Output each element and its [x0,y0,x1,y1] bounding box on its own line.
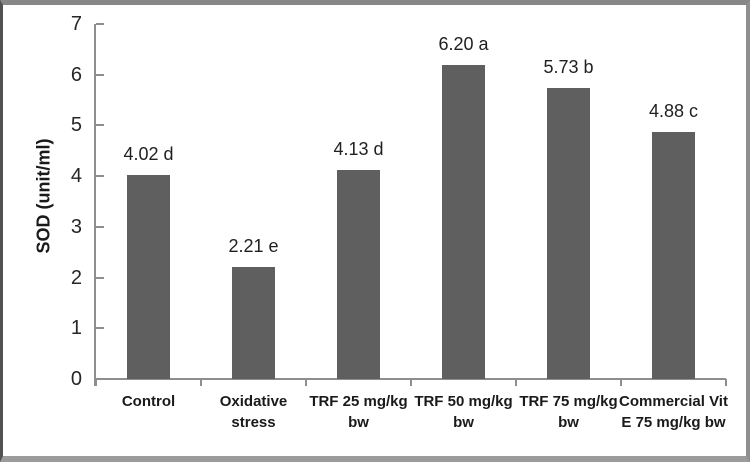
category-label-line: stress [231,414,276,431]
x-tick [410,379,412,386]
y-tick-label: 0 [70,368,82,390]
category-label: TRF 50 mg/kg bw [408,391,520,433]
bar [337,170,380,379]
bar-value-label: 6.20 a [438,34,489,54]
category-label-line: bw [453,414,474,431]
y-tick-label: 4 [70,165,82,188]
bar-value-label: 4.88 c [648,101,699,121]
category-label: Oxidative stress [198,391,310,433]
x-tick [95,379,97,386]
y-tick [96,327,104,330]
bar-value-label: 4.02 d [123,144,174,164]
y-tick-label: 1 [70,317,82,340]
category-label-line: Oxidative [219,393,288,410]
y-tick [96,276,104,279]
x-tick [305,379,307,386]
category-label-line: E 75 mg/kg bw [621,414,726,431]
x-tick [515,379,517,386]
y-tick-label: 3 [70,215,82,238]
y-tick [96,225,104,228]
category-label: TRF 75 mg/kg bw [513,391,625,433]
y-axis-line [94,24,96,386]
category-label: TRF 25 mg/kg bw [303,391,415,433]
bar-value-label: 2.21 e [228,236,279,256]
bar-value-label: 5.73 b [543,57,594,77]
bar [652,132,695,379]
category-label-line: Control [121,393,176,410]
category-label-line: TRF 75 mg/kg [519,393,618,410]
y-tick [96,378,104,380]
y-tick-label: 2 [70,266,82,289]
x-tick [200,379,202,386]
category-label-line: Commercial Vit [619,393,728,410]
bar [127,175,170,379]
plot-area: 0 1 2 3 4 5 6 7 4.02 d Control 2.21 e Oxidative stre… [3,5,746,456]
y-tick [96,73,104,76]
category-label-line: bw [348,414,369,431]
bar [547,88,590,379]
category-label-line: bw [558,414,579,431]
y-tick-label: 5 [70,114,82,137]
x-tick [725,379,727,386]
category-label: Control [93,391,205,412]
category-label: Commercial Vit E 75 mg/kg bw [618,391,730,433]
y-tick [96,23,104,25]
y-tick-label: 6 [70,63,82,86]
bar [232,267,275,379]
x-tick [620,379,622,386]
bar-value-label: 4.13 d [333,139,384,159]
y-tick [96,175,104,178]
category-label-line: TRF 50 mg/kg [414,393,513,410]
y-tick-label: 7 [70,13,82,35]
category-label-line: TRF 25 mg/kg [309,393,408,410]
y-tick [96,124,104,127]
bar [442,65,485,379]
